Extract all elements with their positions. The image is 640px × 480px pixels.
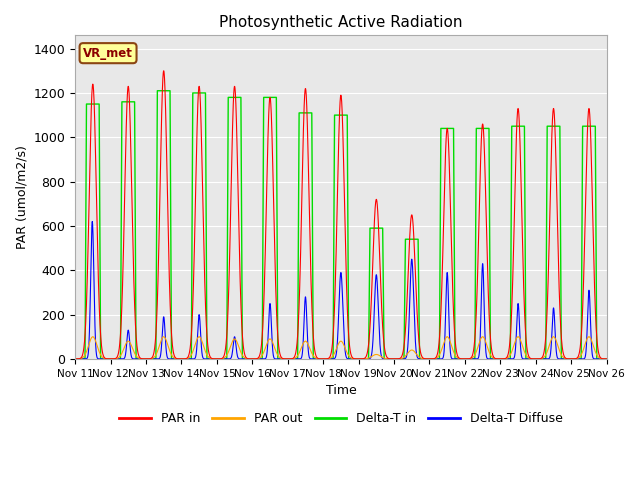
PAR in: [71, 356, 79, 362]
Delta-T in: [154, 88, 161, 94]
PAR out: [602, 356, 610, 362]
Delta-T Diffuse: [213, 356, 221, 362]
Delta-T Diffuse: [88, 218, 96, 224]
PAR in: [602, 356, 610, 362]
Delta-T in: [431, 356, 438, 362]
PAR in: [390, 356, 398, 362]
PAR out: [603, 356, 611, 362]
Delta-T Diffuse: [490, 356, 498, 362]
Delta-T in: [602, 356, 610, 362]
Y-axis label: PAR (umol/m2/s): PAR (umol/m2/s): [15, 145, 28, 249]
Line: PAR out: PAR out: [75, 337, 607, 359]
Delta-T Diffuse: [167, 356, 175, 362]
Delta-T Diffuse: [602, 356, 610, 362]
Delta-T in: [321, 356, 329, 362]
Text: VR_met: VR_met: [83, 47, 133, 60]
PAR out: [460, 356, 468, 362]
PAR in: [603, 356, 611, 362]
Delta-T Diffuse: [321, 356, 329, 362]
Title: Photosynthetic Active Radiation: Photosynthetic Active Radiation: [219, 15, 463, 30]
PAR out: [321, 356, 329, 362]
Delta-T in: [71, 356, 79, 362]
Delta-T Diffuse: [71, 356, 79, 362]
Line: Delta-T Diffuse: Delta-T Diffuse: [75, 221, 607, 359]
PAR in: [490, 355, 498, 360]
Delta-T in: [167, 224, 175, 230]
PAR in: [460, 356, 468, 362]
PAR out: [355, 356, 362, 362]
PAR out: [89, 334, 97, 340]
PAR out: [71, 356, 79, 362]
X-axis label: Time: Time: [326, 384, 356, 397]
PAR out: [167, 350, 175, 356]
PAR out: [490, 356, 498, 361]
Delta-T Diffuse: [431, 356, 438, 362]
Delta-T in: [460, 356, 468, 362]
Line: Delta-T in: Delta-T in: [75, 91, 607, 359]
PAR in: [167, 317, 175, 323]
Delta-T in: [603, 356, 611, 362]
PAR in: [431, 356, 438, 361]
Legend: PAR in, PAR out, Delta-T in, Delta-T Diffuse: PAR in, PAR out, Delta-T in, Delta-T Dif…: [115, 407, 568, 430]
Delta-T Diffuse: [603, 356, 611, 362]
Delta-T Diffuse: [460, 356, 468, 362]
Line: PAR in: PAR in: [75, 71, 607, 359]
Delta-T in: [490, 356, 498, 362]
PAR out: [431, 356, 438, 361]
PAR in: [321, 356, 329, 362]
PAR in: [160, 68, 168, 74]
